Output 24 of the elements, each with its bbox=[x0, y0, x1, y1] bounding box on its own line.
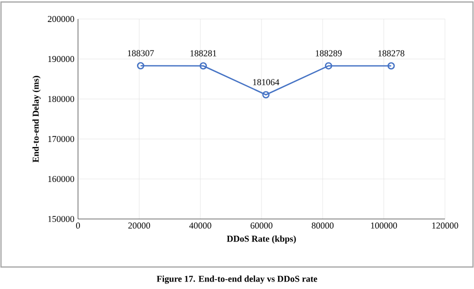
x-tick-label: 60000 bbox=[250, 222, 272, 229]
x-tick-label: 80000 bbox=[312, 222, 334, 229]
x-tick-label: 0 bbox=[76, 222, 80, 229]
data-label: 181064 bbox=[253, 79, 280, 86]
y-tick-label: 150000 bbox=[48, 216, 74, 222]
y-tick-label: 190000 bbox=[48, 56, 74, 62]
data-label: 188307 bbox=[128, 50, 154, 56]
y-axis-title: End-to-end Delay (ms) bbox=[32, 76, 41, 162]
data-label: 188278 bbox=[378, 50, 404, 56]
data-label: 188281 bbox=[190, 50, 216, 56]
x-tick-label: 120000 bbox=[432, 222, 458, 229]
y-tick-label: 160000 bbox=[48, 176, 74, 182]
x-axis-title: DDoS Rate (kbps) bbox=[226, 235, 296, 244]
caption: Figure 17. End-to-end delay vs DDoS rate bbox=[156, 276, 318, 284]
x-tick-label: 40000 bbox=[189, 222, 212, 229]
y-tick-label: 180000 bbox=[48, 96, 74, 102]
point bbox=[200, 62, 207, 70]
point bbox=[262, 91, 270, 98]
y-tick-label: 200000 bbox=[48, 16, 74, 22]
data-label: 188289 bbox=[316, 50, 342, 56]
point bbox=[324, 62, 332, 70]
y-tick-label: 170000 bbox=[48, 136, 74, 142]
x-tick-label: 100000 bbox=[371, 222, 397, 229]
x-tick-label: 20000 bbox=[128, 222, 150, 229]
